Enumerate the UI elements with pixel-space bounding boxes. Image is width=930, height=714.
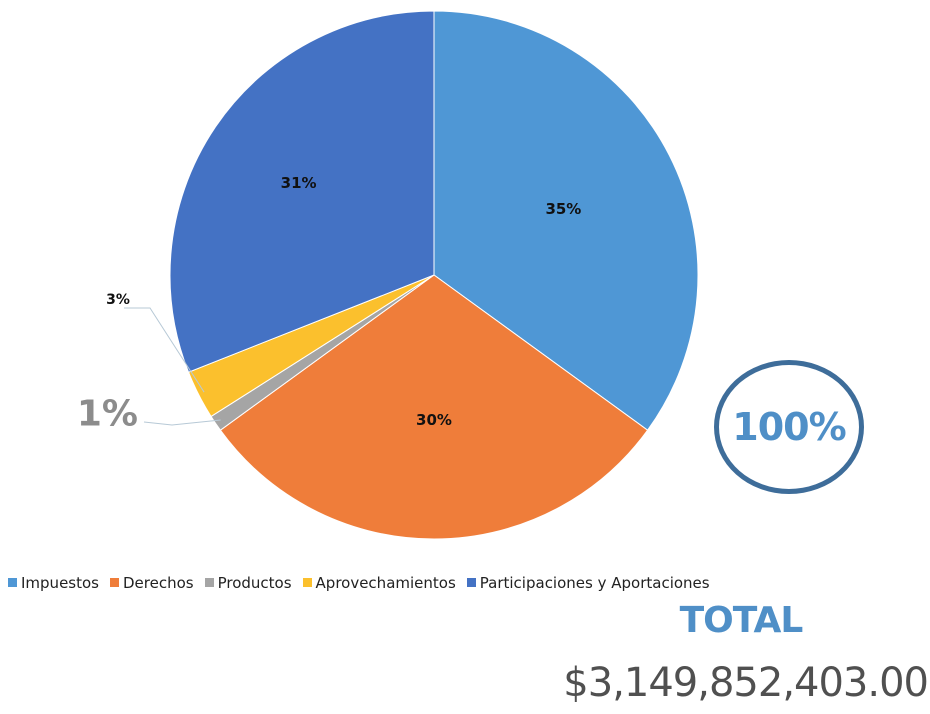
total-percent-badge: 100% bbox=[714, 360, 864, 494]
legend-item-productos: Productos bbox=[204, 574, 292, 592]
total-label: TOTAL bbox=[679, 600, 804, 641]
legend-item-participaciones-y-aportaciones: Participaciones y Aportaciones bbox=[466, 574, 710, 592]
legend-swatch-participaciones-y-aportaciones bbox=[466, 578, 476, 587]
legend-item-impuestos: Impuestos bbox=[8, 574, 99, 592]
legend-label-participaciones-y-aportaciones: Participaciones y Aportaciones bbox=[479, 574, 710, 592]
total-percent-text: 100% bbox=[732, 405, 846, 449]
legend-swatch-derechos bbox=[109, 578, 119, 587]
leader-line-aprovechamientos bbox=[124, 307, 205, 393]
leader-line-productos bbox=[143, 419, 221, 426]
pie-slice-participaciones-y-aportaciones bbox=[169, 10, 435, 373]
pie-chart: 35% 30% 1% 3% 31% bbox=[77, 10, 699, 540]
legend-item-derechos: Derechos bbox=[109, 574, 194, 592]
legend-label-impuestos: Impuestos bbox=[21, 574, 99, 592]
slice-label-impuestos: 35% bbox=[545, 200, 581, 218]
pie-slice-impuestos bbox=[433, 10, 699, 431]
legend-label-productos: Productos bbox=[217, 574, 292, 592]
pie-slice-derechos bbox=[219, 274, 649, 540]
slice-label-participaciones-y-aportaciones: 31% bbox=[281, 174, 317, 192]
legend-swatch-productos bbox=[204, 578, 214, 587]
slice-label-productos: 1% bbox=[77, 394, 138, 435]
total-value: $3,149,852,403.00 bbox=[563, 660, 929, 706]
slice-label-derechos: 30% bbox=[416, 411, 452, 429]
legend-label-derechos: Derechos bbox=[122, 574, 194, 592]
slice-labels: 35% 30% 1% 3% 31% bbox=[77, 174, 581, 435]
leader-lines bbox=[124, 307, 221, 426]
legend-swatch-aprovechamientos bbox=[302, 578, 312, 587]
pie-slices bbox=[169, 10, 699, 540]
slice-label-aprovechamientos: 3% bbox=[106, 292, 130, 308]
legend: Impuestos Derechos Productos Aprovechamient… bbox=[8, 574, 918, 592]
legend-swatch-impuestos bbox=[8, 578, 17, 587]
legend-label-aprovechamientos: Aprovechamientos bbox=[315, 574, 456, 592]
legend-item-aprovechamientos: Aprovechamientos bbox=[302, 574, 456, 592]
